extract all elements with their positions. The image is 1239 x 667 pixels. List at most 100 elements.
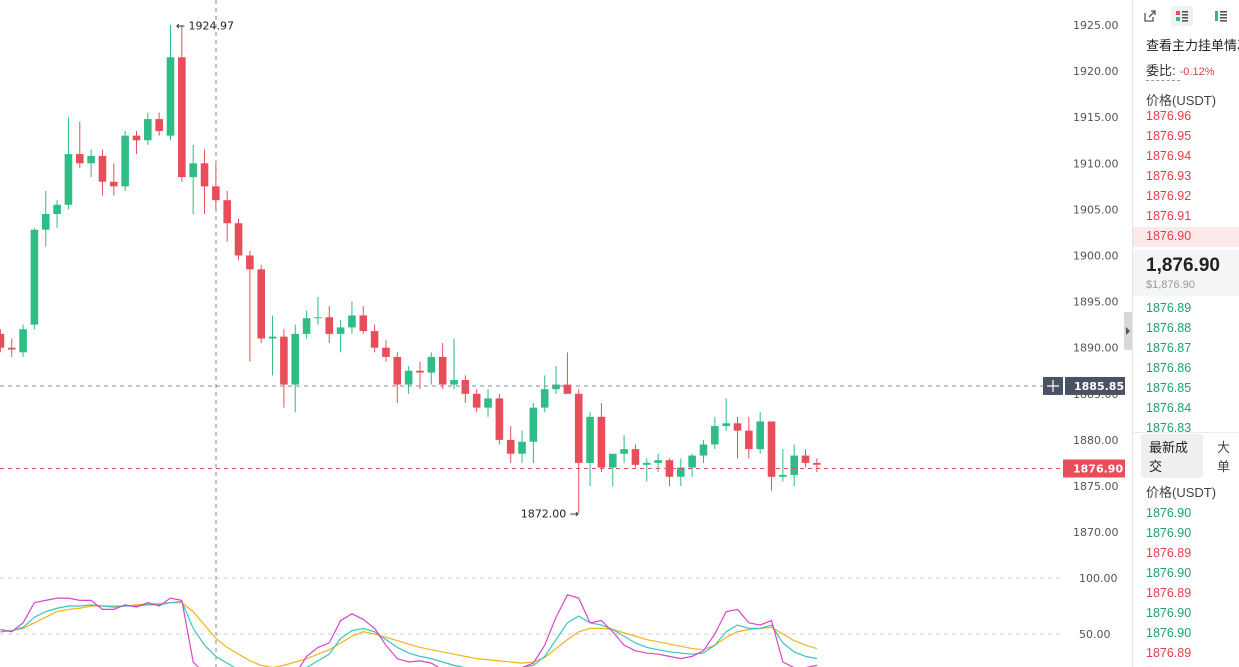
candle-up bbox=[756, 421, 764, 450]
chart-canvas[interactable]: 1925.00 1920.00 1915.00 1910.00 1905.00 1900.… bbox=[0, 0, 1130, 667]
panel-collapse-handle[interactable] bbox=[1124, 312, 1132, 350]
candle-up bbox=[144, 119, 152, 141]
candle-up bbox=[268, 336, 277, 339]
ask-row[interactable]: 1876.93 bbox=[1146, 169, 1192, 183]
candle-up bbox=[552, 384, 560, 390]
external-window-icon[interactable] bbox=[1139, 6, 1161, 26]
candle-down bbox=[280, 336, 288, 385]
candle-up bbox=[53, 204, 61, 215]
candle-down bbox=[574, 393, 583, 463]
candle-down bbox=[155, 119, 163, 132]
bid-row[interactable]: 1876.83 bbox=[1146, 421, 1192, 435]
ratio-label: 委比: bbox=[1146, 63, 1176, 78]
ask-row[interactable]: 1876.94 bbox=[1146, 149, 1192, 163]
ask-row[interactable]: 1876.95 bbox=[1146, 129, 1192, 143]
candle-down bbox=[416, 370, 424, 373]
tab-large-orders[interactable]: 大单 bbox=[1217, 439, 1231, 474]
price-tick-label: 1920.00 bbox=[1073, 65, 1119, 78]
candle-up bbox=[291, 333, 300, 385]
candle-up bbox=[348, 315, 356, 328]
candle-up bbox=[608, 453, 617, 468]
candle-up bbox=[19, 329, 27, 353]
ratio-underline bbox=[1146, 80, 1180, 81]
best-ask-highlight bbox=[1133, 227, 1239, 247]
candle-up bbox=[586, 416, 594, 463]
ask-row[interactable]: 1876.91 bbox=[1146, 209, 1192, 223]
bid-row[interactable]: 1876.86 bbox=[1146, 361, 1192, 375]
candle-down bbox=[631, 449, 640, 465]
candle-up bbox=[484, 398, 492, 408]
candle-up bbox=[166, 57, 175, 136]
candle-down bbox=[393, 356, 402, 385]
candle-down bbox=[178, 57, 186, 178]
crosshair-price-label: 1885.85 bbox=[1074, 380, 1124, 393]
trade-row[interactable]: 1876.89 bbox=[1146, 546, 1192, 560]
candle-down bbox=[75, 154, 84, 164]
trade-row[interactable]: 1876.89 bbox=[1146, 586, 1192, 600]
price-tick-label: 1890.00 bbox=[1073, 342, 1119, 355]
price-tick-label: 1925.00 bbox=[1073, 19, 1119, 32]
candle-down bbox=[461, 379, 470, 394]
indicator-line-yellow bbox=[0, 602, 818, 667]
candle-down bbox=[733, 423, 742, 431]
price-tick-label: 1910.00 bbox=[1073, 157, 1119, 170]
candle-up bbox=[450, 379, 458, 385]
candle-up bbox=[64, 154, 73, 205]
candle-up bbox=[711, 426, 719, 445]
bid-row[interactable]: 1876.87 bbox=[1146, 341, 1192, 355]
last-price-usd: $1,876.90 bbox=[1146, 279, 1195, 291]
candle-up bbox=[722, 423, 730, 427]
candle-down bbox=[110, 181, 118, 187]
asks-price-header: 价格(USDT) bbox=[1146, 93, 1217, 108]
bid-row[interactable]: 1876.85 bbox=[1146, 381, 1192, 395]
bid-row[interactable]: 1876.88 bbox=[1146, 321, 1192, 335]
ask-row[interactable]: 1876.90 bbox=[1146, 229, 1192, 243]
price-tick-label: 1895.00 bbox=[1073, 296, 1119, 309]
candle-up bbox=[779, 474, 787, 477]
bid-ask-ratio: 委比: -0.12% bbox=[1146, 60, 1214, 79]
ask-row[interactable]: 1876.92 bbox=[1146, 189, 1192, 203]
candle-up bbox=[87, 155, 95, 164]
candle-up bbox=[688, 455, 696, 468]
candle-up bbox=[302, 318, 311, 334]
trade-row[interactable]: 1876.90 bbox=[1146, 506, 1192, 520]
indicator-tick-label: 50.00 bbox=[1079, 628, 1111, 641]
last-price: 1,876.90 bbox=[1146, 255, 1220, 276]
indicator-line-magenta bbox=[0, 594, 817, 667]
candle-up bbox=[314, 317, 322, 319]
bid-row[interactable]: 1876.84 bbox=[1146, 401, 1192, 415]
bid-row[interactable]: 1876.89 bbox=[1146, 301, 1192, 315]
price-tick-label: 1915.00 bbox=[1073, 111, 1119, 124]
main-orders-link[interactable]: 查看主力挂单情况 bbox=[1146, 38, 1239, 53]
candle-up bbox=[41, 214, 50, 230]
trade-row[interactable]: 1876.89 bbox=[1146, 646, 1192, 660]
candle-down bbox=[370, 331, 379, 348]
candle-up bbox=[121, 135, 129, 187]
candle-up bbox=[518, 441, 526, 454]
candle-down bbox=[813, 462, 821, 465]
trade-row[interactable]: 1876.90 bbox=[1146, 606, 1192, 620]
tab-latest-trades[interactable]: 最新成交 bbox=[1141, 433, 1203, 478]
order-book-panel: 查看主力挂单情况 委比:-0.12% 价格(USDT) 1876.96 1876.… bbox=[1132, 0, 1239, 667]
candle-up bbox=[677, 467, 685, 477]
candle-down bbox=[132, 135, 141, 141]
trades-price-header: 价格(USDT) bbox=[1146, 485, 1217, 500]
ask-row[interactable]: 1876.96 bbox=[1146, 109, 1192, 123]
trade-row[interactable]: 1876.90 bbox=[1146, 626, 1192, 640]
candle-up bbox=[699, 444, 708, 456]
trade-row[interactable]: 1876.90 bbox=[1146, 566, 1192, 580]
candle-down bbox=[563, 384, 572, 394]
candle-down bbox=[7, 347, 16, 350]
order-book-list-icon[interactable] bbox=[1210, 6, 1232, 26]
candle-up bbox=[540, 389, 549, 408]
candle-down bbox=[223, 200, 231, 224]
candle-up bbox=[427, 356, 436, 373]
candle-down bbox=[359, 315, 368, 332]
trade-row[interactable]: 1876.90 bbox=[1146, 526, 1192, 540]
candle-down bbox=[665, 460, 674, 477]
candlestick-chart[interactable]: 1925.00 1920.00 1915.00 1910.00 1905.00 1900.… bbox=[0, 0, 1130, 667]
current-price-tag bbox=[1063, 459, 1125, 478]
price-tick-label: 1875.00 bbox=[1073, 480, 1119, 493]
candle-down bbox=[382, 347, 390, 357]
order-book-both-icon[interactable] bbox=[1171, 6, 1193, 26]
